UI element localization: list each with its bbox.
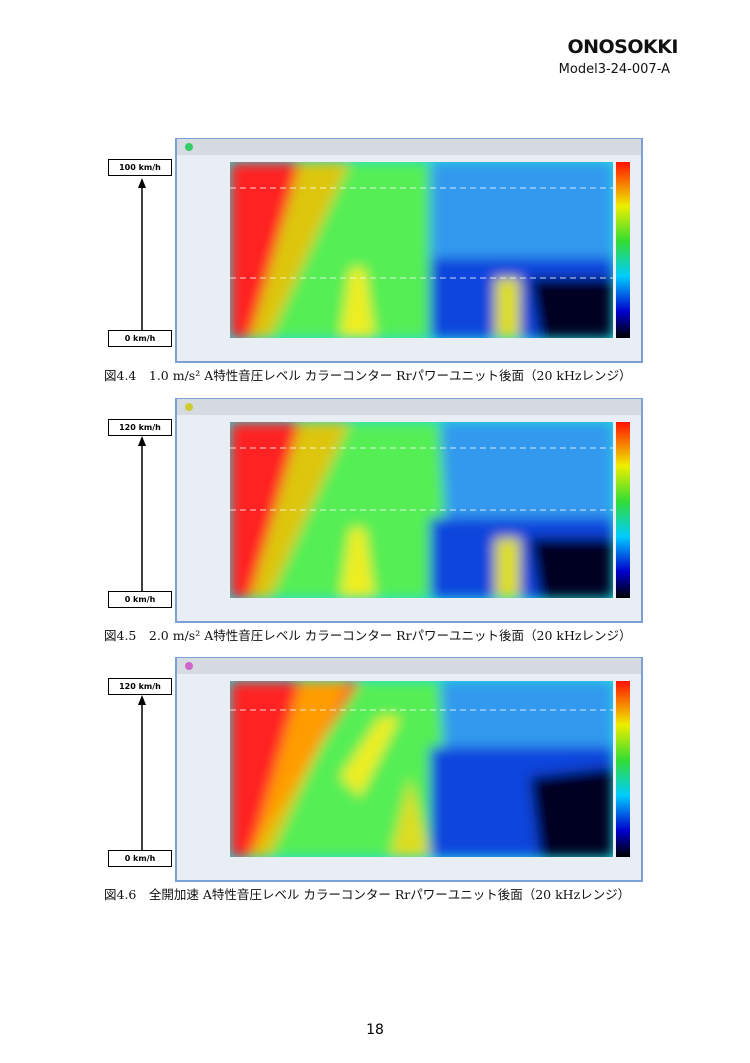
image-layout bbox=[340, 268, 375, 338]
spectrogram-figure bbox=[138, 657, 643, 882]
image-layout bbox=[340, 528, 375, 598]
figure-caption: 図4.4 1.0 m/s² A特性音圧レベル カラーコンター Rrパワーユニット… bbox=[104, 368, 632, 383]
spectrogram-figure bbox=[138, 398, 643, 623]
speed-top-label: 120 km/h bbox=[108, 419, 172, 436]
image-layout bbox=[230, 681, 613, 857]
image-layout bbox=[230, 162, 300, 338]
image-layout bbox=[250, 681, 350, 857]
speed-bottom-label: 0 km/h bbox=[108, 330, 172, 347]
image-layout bbox=[185, 662, 193, 670]
image-layout bbox=[177, 139, 641, 155]
figure-caption: 図4.6 全開加速 A特性音圧レベル カラーコンター Rrパワーユニット後面（2… bbox=[104, 887, 631, 902]
image-layout bbox=[177, 399, 641, 415]
image-layout bbox=[530, 538, 613, 598]
model-number: Model3-24-007-A bbox=[558, 62, 670, 77]
image-layout bbox=[495, 538, 520, 598]
image-layout bbox=[177, 658, 641, 674]
image-layout bbox=[138, 695, 146, 705]
image-layout bbox=[138, 178, 146, 188]
spectrogram-figure bbox=[138, 138, 643, 363]
image-layout bbox=[616, 681, 630, 857]
image-layout bbox=[185, 403, 193, 411]
page-number: 18 bbox=[366, 1022, 384, 1038]
speed-bottom-label: 0 km/h bbox=[108, 591, 172, 608]
image-layout bbox=[530, 278, 613, 338]
speed-top-label: 100 km/h bbox=[108, 159, 172, 176]
image-layout bbox=[250, 162, 350, 338]
speed-top-label: 120 km/h bbox=[108, 678, 172, 695]
image-layout bbox=[530, 767, 613, 857]
image-layout bbox=[138, 436, 146, 446]
image-layout bbox=[390, 777, 430, 857]
figure-caption: 図4.5 2.0 m/s² A特性音圧レベル カラーコンター Rrパワーユニット… bbox=[104, 628, 632, 643]
image-layout bbox=[616, 162, 630, 338]
image-layout bbox=[340, 717, 400, 797]
image-layout bbox=[495, 278, 520, 338]
image-layout bbox=[616, 422, 630, 598]
logo: ONOSOKKI bbox=[567, 36, 678, 58]
image-layout bbox=[230, 162, 613, 338]
speed-bottom-label: 0 km/h bbox=[108, 850, 172, 867]
image-layout bbox=[185, 143, 193, 151]
